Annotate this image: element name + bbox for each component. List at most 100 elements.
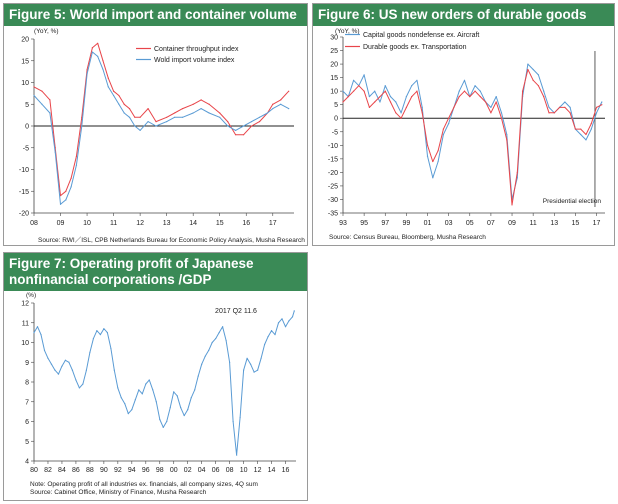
- data-point: [432, 160, 434, 163]
- x-tick-label: 88: [86, 467, 94, 474]
- data-point: [91, 47, 93, 49]
- y-tick-label: 5: [25, 102, 29, 109]
- data-point: [117, 387, 119, 389]
- data-point: [272, 108, 274, 110]
- data-point: [176, 395, 178, 397]
- data-point: [145, 383, 147, 385]
- data-point: [516, 171, 518, 173]
- data-point: [246, 357, 248, 359]
- data-point: [379, 95, 381, 98]
- data-point: [92, 337, 94, 340]
- data-point: [421, 112, 423, 114]
- data-point: [595, 106, 598, 108]
- data-point: [86, 73, 88, 75]
- data-point: [134, 116, 136, 118]
- x-tick-label: 14: [189, 220, 197, 227]
- data-point: [169, 407, 171, 409]
- data-point: [293, 310, 295, 312]
- data-point: [99, 334, 101, 336]
- data-point: [291, 316, 294, 318]
- data-point: [97, 42, 99, 44]
- y-tick-label: 10: [21, 340, 29, 347]
- data-point: [236, 454, 238, 456]
- data-point: [174, 112, 176, 114]
- data-point: [118, 103, 120, 105]
- data-point: [91, 51, 93, 53]
- series-line-1: [33, 310, 295, 456]
- data-point: [384, 85, 386, 87]
- data-point: [43, 349, 46, 351]
- x-tick-label: 95: [360, 220, 368, 227]
- data-point: [288, 90, 290, 92]
- data-point: [107, 86, 109, 88]
- data-point: [569, 106, 571, 108]
- y-tick-label: -25: [328, 183, 338, 190]
- data-point: [194, 389, 196, 391]
- data-point: [229, 361, 231, 363]
- annotation-presidential-election: Presidential election: [543, 198, 602, 205]
- data-point: [70, 186, 72, 188]
- y-tick-label: 8: [25, 380, 29, 387]
- data-point: [363, 74, 365, 76]
- data-point: [112, 90, 115, 92]
- data-point: [50, 363, 53, 365]
- data-point: [548, 106, 550, 108]
- series-line-1: [33, 42, 290, 197]
- x-tick-label: 90: [100, 467, 108, 474]
- x-tick-label: 03: [445, 220, 453, 227]
- data-point: [155, 121, 157, 123]
- data-point: [232, 420, 234, 423]
- data-point: [103, 328, 105, 330]
- data-point: [558, 106, 561, 108]
- data-point: [463, 90, 466, 92]
- data-point: [511, 204, 513, 206]
- y-tick-label: 0: [334, 116, 338, 123]
- x-tick-label: 16: [242, 220, 250, 227]
- data-point: [506, 133, 508, 136]
- x-tick-label: 11: [530, 220, 537, 227]
- data-point: [65, 199, 67, 201]
- x-tick-label: 17: [593, 220, 601, 227]
- figure-6-panel: Figure 6: US new orders of durable goods…: [312, 3, 615, 246]
- data-point: [437, 150, 439, 152]
- data-point: [152, 389, 154, 391]
- data-point: [258, 116, 261, 118]
- data-point: [564, 106, 566, 108]
- data-point: [368, 95, 371, 98]
- data-point: [358, 85, 360, 87]
- x-tick-label: 15: [572, 220, 580, 227]
- data-point: [235, 134, 237, 136]
- figure-5-title: Figure 5: World import and container vol…: [4, 4, 307, 26]
- figure-7-title-line1: Figure 7: Operating profit of Japanese: [9, 256, 254, 271]
- data-point: [155, 401, 157, 403]
- data-point: [139, 116, 141, 118]
- data-point: [107, 77, 109, 79]
- data-point: [580, 128, 582, 130]
- data-point: [123, 103, 125, 105]
- x-tick-label: 10: [83, 220, 91, 227]
- data-point: [411, 95, 413, 98]
- series-line-1: [342, 63, 603, 200]
- data-point: [474, 85, 476, 87]
- data-point: [590, 123, 592, 125]
- data-point: [490, 112, 492, 114]
- data-point: [147, 121, 149, 123]
- data-point: [601, 101, 603, 103]
- data-point: [590, 128, 592, 130]
- data-point: [574, 128, 577, 130]
- data-point: [166, 121, 168, 123]
- data-point: [36, 326, 39, 328]
- x-tick-label: 13: [163, 220, 171, 227]
- data-point: [118, 94, 120, 97]
- data-point: [448, 117, 450, 119]
- y-axis-label: (YoY, %): [335, 28, 360, 35]
- data-point: [280, 99, 282, 101]
- x-tick-label: 06: [212, 467, 220, 474]
- x-tick-label: 14: [268, 467, 276, 474]
- data-point: [495, 101, 497, 103]
- data-point: [516, 177, 518, 179]
- data-point: [75, 155, 78, 158]
- x-tick-label: 07: [487, 220, 495, 227]
- data-point: [368, 106, 371, 108]
- x-tick-label: 01: [424, 220, 432, 227]
